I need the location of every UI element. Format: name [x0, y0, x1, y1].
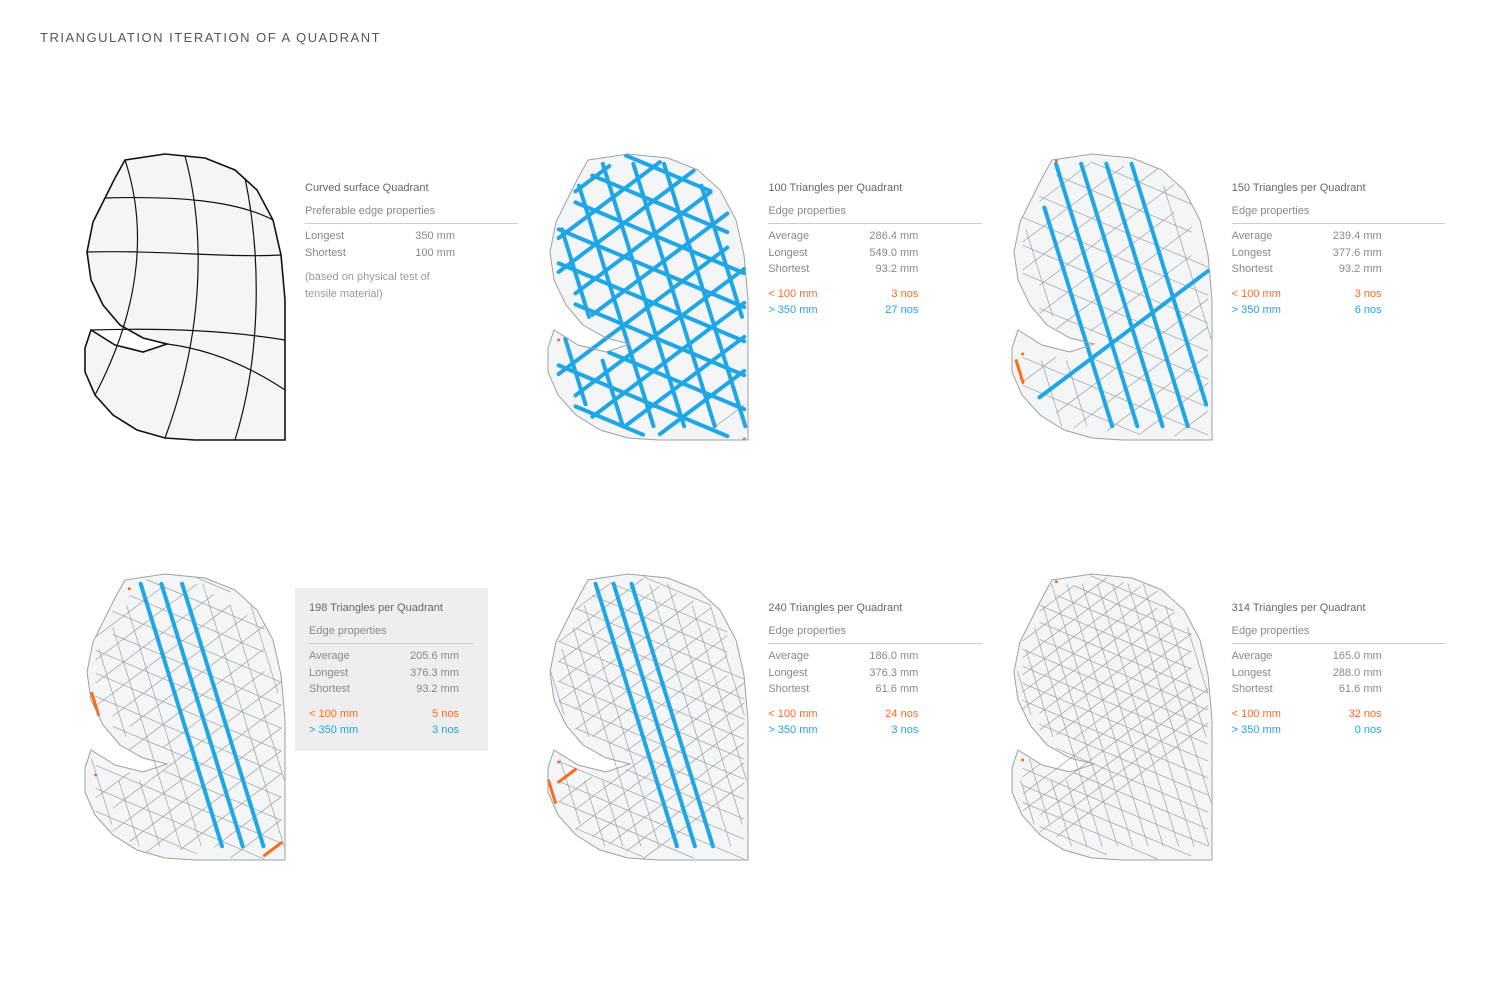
page: TRIANGULATION ITERATION OF A QUADRANT Cu… [0, 0, 1499, 1000]
stat-row: Shortest61.6 mm [768, 681, 918, 698]
panel-base: Curved surface Quadrant Preferable edge p… [65, 140, 518, 540]
mesh-viz [992, 560, 1222, 870]
stat-row: Longest376.3 mm [768, 665, 918, 682]
panel-title: 314 Triangles per Quadrant [1232, 600, 1445, 617]
panel-subtitle: Edge properties [1232, 623, 1445, 645]
stat-row: Shortest93.2 mm [309, 681, 459, 698]
stat-row: Average205.6 mm [309, 648, 459, 665]
stat-row: Average286.4 mm [768, 228, 918, 245]
stat-row: Longest350 mm [305, 228, 455, 245]
stat-row-long: > 350 mm3 nos [309, 722, 459, 739]
info-block: 198 Triangles per Quadrant Edge propertie… [295, 588, 488, 751]
panel-subtitle: Edge properties [309, 623, 474, 645]
stat-row-long: > 350 mm3 nos [768, 722, 918, 739]
panel-t100: 100 Triangles per Quadrant Edge propertie… [528, 140, 981, 540]
stat-row: Shortest93.2 mm [1232, 261, 1382, 278]
panel-t314: 314 Triangles per Quadrant Edge propertie… [992, 560, 1445, 960]
panel-subtitle: Edge properties [768, 203, 981, 225]
stat-row: Average186.0 mm [768, 648, 918, 665]
mesh-viz [65, 140, 295, 450]
stat-row: Longest288.0 mm [1232, 665, 1382, 682]
panel-title: Curved surface Quadrant [305, 180, 518, 197]
stat-row: Shortest61.6 mm [1232, 681, 1382, 698]
stat-row-long: > 350 mm0 nos [1232, 722, 1382, 739]
panel-t198: 198 Triangles per Quadrant Edge propertie… [65, 560, 518, 960]
panel-t150: 150 Triangles per Quadrant Edge propertie… [992, 140, 1445, 540]
info-block: 240 Triangles per Quadrant Edge propertie… [758, 560, 981, 739]
info-block: 100 Triangles per Quadrant Edge propertie… [758, 140, 981, 319]
stat-row-short: < 100 mm3 nos [768, 286, 918, 303]
stat-row-short: < 100 mm32 nos [1232, 706, 1382, 723]
stat-row: Longest549.0 mm [768, 245, 918, 262]
mesh-viz [528, 560, 758, 870]
panel-title: 240 Triangles per Quadrant [768, 600, 981, 617]
mesh-viz [992, 140, 1222, 450]
info-block: Curved surface Quadrant Preferable edge p… [295, 140, 518, 302]
stat-row: Shortest93.2 mm [768, 261, 918, 278]
page-title: TRIANGULATION ITERATION OF A QUADRANT [40, 30, 1459, 45]
stat-row: Longest377.6 mm [1232, 245, 1382, 262]
stat-row-long: > 350 mm27 nos [768, 302, 918, 319]
stat-row-short: < 100 mm3 nos [1232, 286, 1382, 303]
stat-row: Average165.0 mm [1232, 648, 1382, 665]
panel-subtitle: Edge properties [1232, 203, 1445, 225]
panel-subtitle: Edge properties [768, 623, 981, 645]
panel-t240: 240 Triangles per Quadrant Edge propertie… [528, 560, 981, 960]
panel-title: 100 Triangles per Quadrant [768, 180, 981, 197]
mesh-viz [65, 560, 295, 870]
mesh-viz [528, 140, 758, 450]
panel-subtitle: Preferable edge properties [305, 203, 518, 225]
stat-row-short: < 100 mm24 nos [768, 706, 918, 723]
panel-note: (based on physical test of tensile mater… [305, 269, 455, 302]
stat-row: Shortest100 mm [305, 245, 455, 262]
panel-grid: Curved surface Quadrant Preferable edge p… [65, 140, 1445, 960]
stat-row-long: > 350 mm6 nos [1232, 302, 1382, 319]
panel-title: 150 Triangles per Quadrant [1232, 180, 1445, 197]
info-block: 150 Triangles per Quadrant Edge propertie… [1222, 140, 1445, 319]
panel-title: 198 Triangles per Quadrant [309, 600, 474, 617]
stat-row: Average239.4 mm [1232, 228, 1382, 245]
stat-row: Longest376.3 mm [309, 665, 459, 682]
info-block: 314 Triangles per Quadrant Edge propertie… [1222, 560, 1445, 739]
stat-row-short: < 100 mm5 nos [309, 706, 459, 723]
